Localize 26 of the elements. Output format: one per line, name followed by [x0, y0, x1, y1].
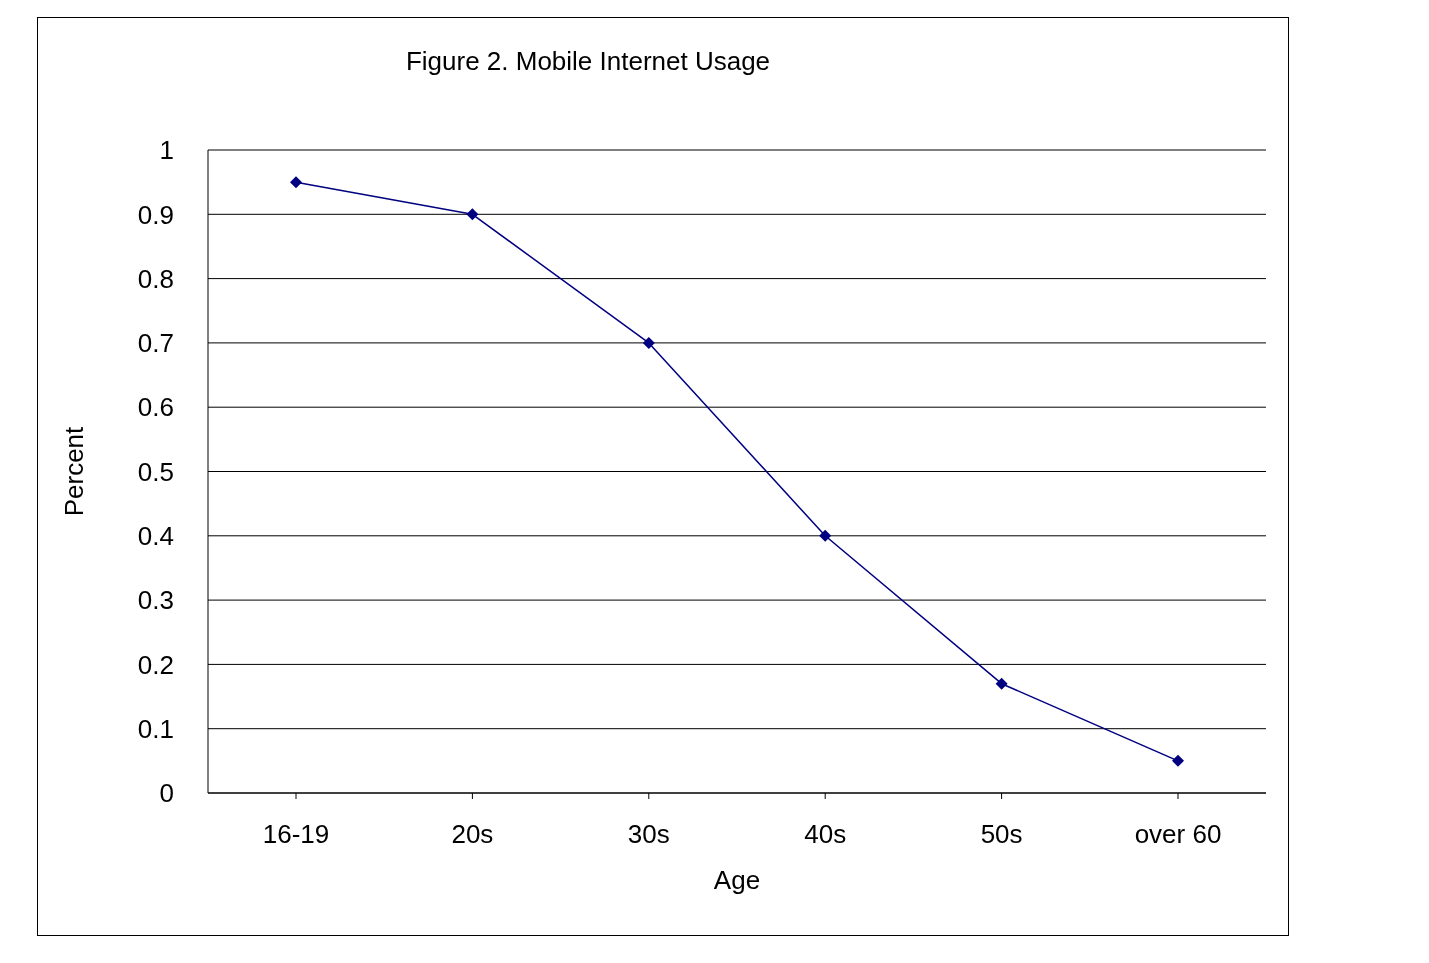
point [819, 529, 832, 542]
x-tick-label: 30s [627, 819, 670, 850]
y-tick-label: 0.8 [137, 263, 174, 294]
y-axis-title: Percent [59, 425, 90, 517]
y-tick-label: 0.2 [137, 649, 174, 680]
x-tick-label: 50s [980, 819, 1023, 850]
y-tick-label: 0.4 [137, 521, 174, 552]
y-tick-label: 0.7 [137, 328, 174, 359]
y-tick-label: 1 [159, 135, 174, 166]
chart-title: Figure 2. Mobile Internet Usage [404, 46, 772, 77]
point [466, 208, 479, 221]
x-tick-label: over 60 [1134, 819, 1222, 850]
y-tick-label: 0.3 [137, 585, 174, 616]
point [642, 336, 655, 349]
y-tick-label: 0.1 [137, 713, 174, 744]
y-tick-label: 0 [159, 778, 174, 809]
x-tick-label: 16-19 [262, 819, 330, 850]
y-tick-label: 0.9 [137, 199, 174, 230]
x-tick-label: 40s [804, 819, 847, 850]
x-tick-label: 20s [451, 819, 494, 850]
point [290, 176, 302, 189]
x-axis-title: Age [713, 865, 761, 895]
point [995, 677, 1008, 690]
point [1172, 754, 1184, 767]
y-tick-label: 0.6 [137, 392, 174, 423]
y-tick-label: 0.5 [137, 456, 174, 487]
